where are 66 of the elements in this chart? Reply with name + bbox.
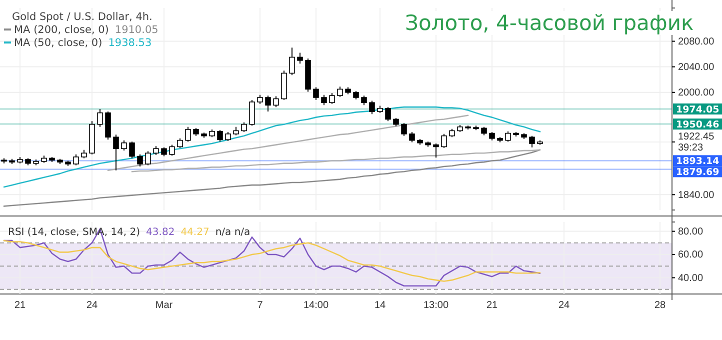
ref-line-label: 1893.14: [676, 156, 720, 168]
annotation: n/a n/a: [215, 227, 250, 238]
candlestick: [361, 95, 367, 106]
x-tick-label: 21: [486, 300, 498, 311]
candlestick: [185, 126, 191, 142]
candlestick: [329, 92, 335, 104]
candlestick: [289, 47, 295, 76]
candlestick: [273, 96, 279, 108]
candlestick: [137, 154, 143, 168]
candlestick: [385, 106, 391, 122]
annotation: 1910.05: [114, 24, 158, 36]
chart-subtitle: Золото, 4-часовой график: [405, 11, 694, 35]
line-series: [107, 114, 469, 172]
candlestick: [249, 100, 255, 126]
x-tick-label: 7: [257, 300, 264, 311]
x-tick-label: 28: [654, 300, 666, 311]
chart-title: Gold Spot / U.S. Dollar, 4h.: [12, 11, 152, 23]
x-tick-label: 13:00: [423, 300, 449, 311]
ref-line-label: 1879.69: [676, 167, 720, 178]
candlestick: [401, 122, 407, 136]
candlestick: [169, 144, 175, 156]
line-series: [3, 228, 541, 287]
candlestick: [129, 141, 135, 159]
candlestick: [217, 130, 223, 142]
annotation: 44.27: [180, 227, 210, 238]
y-tick-label: 1840.00: [678, 190, 715, 201]
line-series: [3, 240, 541, 282]
y-tick-label: 80.00: [678, 226, 704, 238]
candlestick: [441, 133, 447, 148]
x-tick-label: 24: [558, 300, 570, 311]
candlestick: [313, 86, 319, 101]
y-tick-label: 60.00: [678, 250, 704, 261]
candlestick: [121, 140, 127, 152]
y-tick-label: 2040.00: [678, 62, 715, 74]
y-tick-label: 2000.00: [678, 88, 715, 99]
x-tick-label: 14: [374, 300, 386, 311]
line-series: [3, 149, 541, 207]
candlestick: [297, 52, 303, 64]
candlestick: [113, 134, 119, 171]
annotation: 43.82: [146, 227, 175, 238]
candlestick: [145, 150, 151, 166]
candlestick: [73, 154, 79, 166]
candlestick: [97, 108, 103, 128]
candlestick: [177, 138, 183, 148]
legend-label: MA (200, close, 0): [14, 24, 109, 36]
x-tick-label: Mar: [155, 300, 174, 311]
candlestick: [409, 132, 415, 143]
candlestick: [321, 94, 327, 106]
ref-line-label: 1974.05: [676, 104, 720, 116]
candlestick: [505, 130, 511, 142]
x-tick-label: 21: [14, 300, 26, 311]
line-series: [131, 149, 541, 172]
y-tick-label: 40.00: [678, 272, 704, 284]
candlestick: [337, 86, 343, 98]
ref-line-label: 1950.46: [676, 120, 720, 131]
legend-label: MA (50, close, 0): [14, 37, 102, 49]
x-tick-label: 14:00: [303, 300, 329, 311]
candlestick: [433, 143, 439, 158]
candlestick: [241, 122, 247, 133]
x-tick-label: 24: [86, 300, 98, 311]
candlestick: [529, 135, 535, 148]
candlestick: [369, 100, 375, 115]
candlestick: [265, 95, 271, 112]
y-tick-label: 1922.45 39:23: [678, 132, 715, 154]
y-tick-label: 2080.00: [678, 36, 715, 48]
annotation: 1938.53: [108, 37, 152, 49]
